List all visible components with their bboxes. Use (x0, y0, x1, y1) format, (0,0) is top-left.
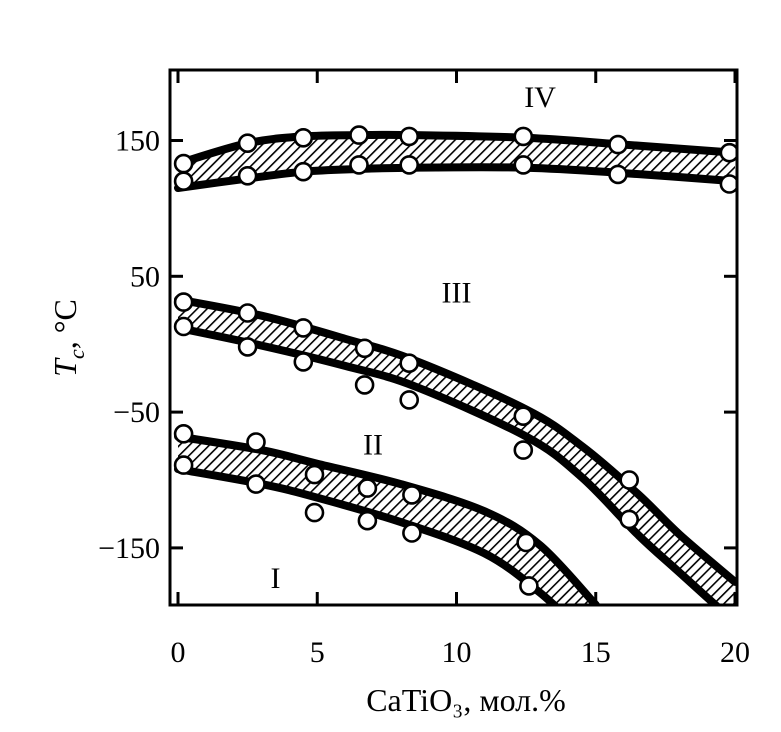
y-axis-title-symbol: T (47, 357, 83, 377)
band-3-lower-point-4 (357, 510, 378, 531)
band-3-hatch (178, 436, 596, 605)
band-1-upper-point-2 (237, 133, 258, 153)
y-tick-label--50: −50 (113, 396, 160, 429)
band-1-lower-point-1 (173, 171, 194, 191)
band-2-upper-point-2 (237, 303, 258, 323)
band-2-lower-point-2 (237, 337, 258, 357)
band-2-upper-point-7 (619, 470, 640, 490)
y-axis-title-subscript: c (64, 349, 89, 359)
band-3-upper-point-6 (516, 532, 536, 553)
band-1-upper-point-7 (608, 134, 628, 155)
x-tick-label-0: 0 (171, 636, 186, 669)
band-1-upper-point-3 (293, 128, 314, 148)
tick-labels-layer: 0 5 10 15 20 150 50 −50 −150 (98, 125, 750, 670)
band-1-upper-point-6 (513, 126, 534, 147)
y-tick-label-50: 50 (130, 260, 160, 293)
band-3-upper-line (174, 432, 600, 605)
band-3-lower-point-3 (304, 502, 325, 523)
band-2-hatch (178, 299, 735, 605)
band-1-lower-point-6 (513, 155, 534, 175)
bands-layer (174, 130, 737, 605)
x-tick-label-15: 15 (581, 636, 611, 669)
band-2-upper-point-3 (293, 318, 314, 338)
band-3-upper-point-2 (246, 432, 266, 452)
band-1-lower-point-3 (293, 161, 314, 182)
band-1-lower-point-4 (349, 155, 369, 175)
band-1-lower-point-5 (399, 155, 420, 175)
band-3-lower-point-6 (519, 576, 539, 596)
band-2-lower-point-7 (619, 509, 640, 530)
band-2-lower-line (174, 323, 722, 605)
band-3-lower-point-2 (246, 474, 266, 494)
band-2-lower-point-5 (399, 390, 420, 410)
points-layer (173, 125, 737, 596)
y-axis-title-unit: , °C (47, 299, 83, 349)
band-1-upper-point-1 (173, 153, 194, 174)
band-3-upper-point-4 (357, 478, 378, 498)
x-tick-label-10: 10 (442, 636, 472, 669)
band-1-lower-point-7 (608, 164, 628, 185)
y-axis-title: Tc, °C (47, 299, 89, 377)
ticks-layer (170, 70, 737, 605)
band-3-upper-point-1 (173, 423, 194, 444)
x-axis-title: CaTiO₃, мол.% (366, 682, 566, 718)
band-1-hatch (178, 134, 735, 188)
band-3-upper-point-3 (304, 464, 325, 485)
y-tick-label--150: −150 (98, 532, 160, 565)
region-label-III: III (442, 277, 472, 310)
band-2-upper-point-1 (173, 292, 194, 312)
band-2-upper-point-5 (399, 353, 420, 374)
x-tick-label-20: 20 (720, 636, 750, 669)
band-3-lower-point-1 (173, 455, 194, 475)
x-tick-label-5: 5 (310, 636, 325, 669)
region-label-I: I (270, 562, 280, 595)
band-1-upper-point-4 (349, 125, 369, 145)
band-2-upper-point-4 (354, 338, 375, 359)
band-1-lower-point-2 (237, 166, 258, 186)
band-2-upper-point-6 (513, 406, 534, 427)
plot-frame (168, 68, 739, 607)
band-1-lower-point-8 (719, 174, 737, 194)
band-2-lower-point-6 (513, 440, 534, 460)
band-1-upper-point-8 (719, 142, 737, 163)
region-label-II: II (363, 429, 383, 462)
band-2-lower-point-4 (354, 375, 375, 395)
band-3-lower-point-5 (402, 523, 422, 543)
band-2-lower-point-3 (293, 352, 314, 372)
region-label-IV: IV (524, 81, 556, 114)
band-3-upper-point-5 (402, 485, 422, 505)
band-1-upper-point-5 (399, 126, 420, 147)
band-2-lower-point-1 (173, 316, 194, 337)
y-tick-label-150: 150 (115, 125, 160, 158)
band-2-upper-line (174, 295, 737, 586)
